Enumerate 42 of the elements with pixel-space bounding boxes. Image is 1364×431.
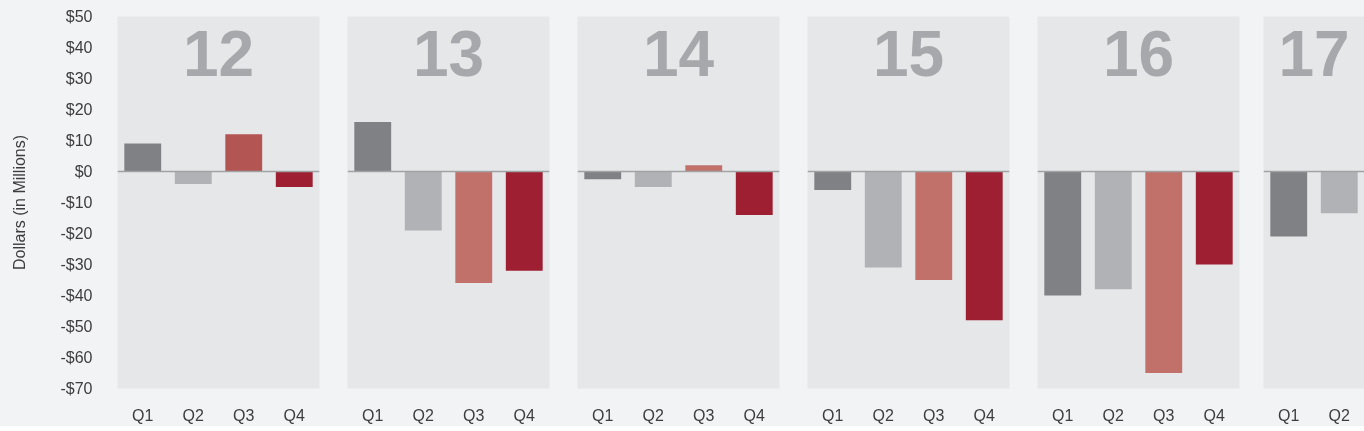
x-tick-label: Q2 xyxy=(1102,406,1125,424)
x-tick-label: Q4 xyxy=(283,406,306,424)
chart-title: 17 xyxy=(1278,17,1350,90)
y-tick-label: $0 xyxy=(74,163,93,180)
y-tick-label: $20 xyxy=(65,101,93,118)
chart-title: 15 xyxy=(872,17,945,90)
y-tick-label: -$30 xyxy=(60,256,93,273)
x-tick-label: Q2 xyxy=(1328,406,1351,424)
x-tick-label: Q4 xyxy=(513,406,536,424)
x-tick-label: Q3 xyxy=(463,406,485,424)
x-tick-label: Q1 xyxy=(1052,406,1074,424)
chart-title: 16 xyxy=(1102,17,1175,90)
x-tick-label: Q2 xyxy=(412,406,435,424)
chart-title: 14 xyxy=(642,17,715,90)
y-tick-label: $50 xyxy=(65,8,93,25)
x-tick-label: Q1 xyxy=(592,406,614,424)
x-tick-label: Q3 xyxy=(923,406,945,424)
y-axis-title: Dollars (in Millions) xyxy=(11,134,29,271)
y-tick-label: $30 xyxy=(65,70,93,87)
x-tick-label: Q4 xyxy=(743,406,766,424)
x-tick-label: Q1 xyxy=(132,406,154,424)
x-tick-label: Q4 xyxy=(1203,406,1226,424)
y-tick-label: -$20 xyxy=(60,225,93,242)
y-tick-label: $40 xyxy=(65,39,93,56)
x-tick-label: Q2 xyxy=(642,406,665,424)
x-tick-label: Q3 xyxy=(233,406,255,424)
chart-title: 12 xyxy=(182,17,255,90)
y-tick-label: $10 xyxy=(65,132,93,149)
x-tick-label: Q3 xyxy=(693,406,715,424)
x-tick-label: Q3 xyxy=(1153,406,1175,424)
x-tick-label: Q1 xyxy=(362,406,384,424)
y-tick-label: -$60 xyxy=(60,349,93,366)
x-tick-label: Q1 xyxy=(1278,406,1300,424)
x-tick-label: Q1 xyxy=(822,406,844,424)
x-tick-label: Q2 xyxy=(182,406,205,424)
x-tick-label: Q4 xyxy=(973,406,996,424)
y-tick-label: -$40 xyxy=(60,287,93,304)
y-tick-label: -$70 xyxy=(60,380,93,397)
x-tick-label: Q2 xyxy=(872,406,895,424)
y-tick-label: -$50 xyxy=(60,318,93,335)
chart-title: 13 xyxy=(412,17,485,90)
y-tick-label: -$10 xyxy=(60,194,93,211)
